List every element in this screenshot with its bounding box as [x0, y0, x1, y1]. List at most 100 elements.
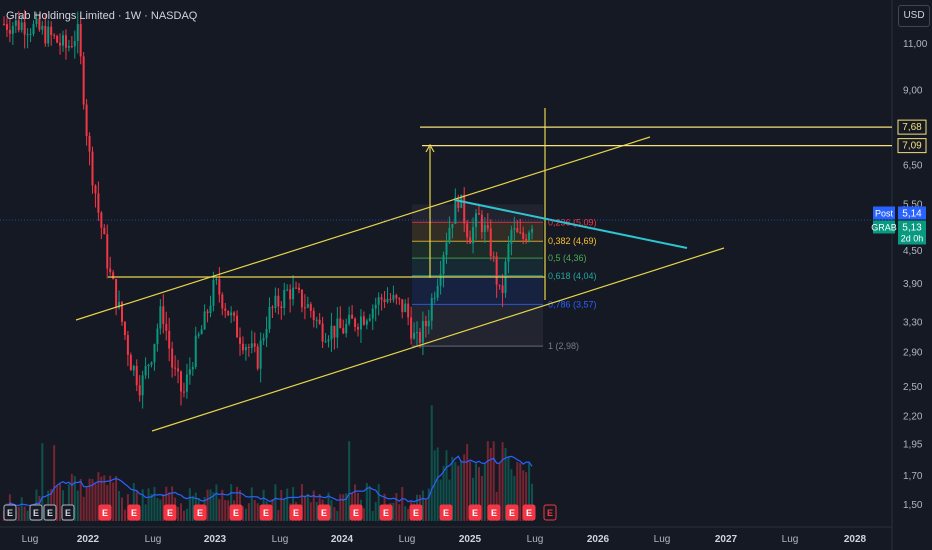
candle-body	[85, 104, 88, 136]
earnings-marker	[468, 504, 482, 521]
candle-body	[451, 223, 454, 228]
candle-body	[321, 323, 324, 342]
volume-bar	[368, 486, 371, 521]
earnings-marker-label: E	[353, 508, 359, 518]
fib-level-label: 0,618 (4,04)	[548, 271, 597, 281]
volume-bar	[53, 445, 56, 521]
candle-body	[410, 317, 413, 339]
volume-bar	[115, 475, 118, 521]
volume-bar	[306, 493, 309, 521]
candle-body	[483, 225, 486, 232]
earnings-marker	[43, 504, 57, 521]
volume-bar	[109, 475, 112, 521]
volume-bar	[177, 506, 180, 521]
level-tag-label: 7,09	[902, 141, 922, 152]
volume-bar	[336, 510, 339, 521]
volume-bar	[256, 503, 259, 521]
candle-body	[100, 212, 103, 228]
y-tick-label: 2,20	[903, 411, 923, 422]
volume-bar	[504, 447, 507, 521]
volume-bar	[492, 441, 495, 521]
candle-body	[5, 24, 8, 30]
earnings-marker	[61, 504, 75, 521]
volume-bar	[218, 499, 221, 521]
volume-bar	[466, 443, 469, 521]
volume-bar	[498, 462, 501, 521]
currency-button[interactable]: USD	[898, 5, 930, 27]
candle-body	[53, 35, 56, 37]
volume-bar	[156, 498, 159, 521]
earnings-marker	[127, 504, 141, 521]
volume-bar	[123, 509, 126, 521]
candle-body	[121, 301, 123, 322]
candle-body	[365, 320, 368, 325]
volume-bar	[445, 450, 448, 521]
candle-body	[407, 303, 410, 318]
candle-body	[289, 289, 292, 300]
earnings-marker-label: E	[7, 508, 13, 518]
earnings-marker-label: E	[233, 508, 239, 518]
candle-body	[67, 46, 70, 48]
candle-body	[3, 23, 5, 25]
volume-bar	[230, 484, 233, 521]
candle-body	[180, 371, 182, 392]
volume-bar	[519, 463, 522, 521]
candle-body	[118, 301, 121, 308]
candle-body	[280, 306, 283, 308]
x-tick-label: 2022	[77, 534, 100, 545]
volume-bar	[162, 494, 165, 521]
earnings-marker	[522, 504, 536, 521]
volume-bar	[253, 499, 256, 521]
candle-body	[126, 335, 129, 355]
chart-title: Grab Holdings Limited · 1W · NASDAQ	[6, 10, 198, 22]
candle-body	[109, 268, 112, 273]
fib-level-label: 0,236 (5,09)	[548, 217, 597, 227]
candle-body	[138, 385, 141, 396]
volume-bar	[244, 508, 247, 521]
candle-body	[135, 366, 138, 386]
volume-bar	[516, 461, 519, 521]
candle-body	[70, 46, 73, 48]
candle-body	[239, 337, 241, 344]
earnings-marker	[317, 504, 331, 521]
grab-tag-name: GRAB	[871, 222, 897, 232]
volume-bar	[106, 484, 109, 521]
candle-body	[333, 325, 336, 338]
volume-bar	[312, 490, 315, 521]
volume-bar	[88, 478, 91, 521]
candle-body	[424, 320, 427, 327]
candle-body	[351, 314, 354, 319]
earnings-marker-label: E	[293, 508, 299, 518]
fib-zone	[412, 222, 543, 242]
candle-body	[309, 304, 312, 311]
candle-body	[510, 229, 513, 244]
grab-tag-value: 5,13	[902, 222, 922, 233]
earnings-marker-label: E	[443, 508, 449, 518]
candle-body	[427, 320, 430, 327]
candle-body	[374, 304, 377, 309]
y-tick-label: 1,70	[903, 471, 923, 482]
candle-body	[362, 316, 365, 325]
earnings-marker-label: E	[197, 508, 203, 518]
candle-body	[477, 213, 480, 215]
volume-bar	[280, 489, 283, 521]
volume-bar	[522, 470, 525, 521]
candle-body	[498, 284, 501, 286]
candle-body	[212, 279, 215, 306]
volume-bar	[103, 475, 106, 521]
candle-body	[475, 213, 477, 228]
candle-body	[359, 316, 362, 330]
candle-body	[442, 254, 445, 274]
earnings-marker-label: E	[102, 508, 108, 518]
candle-body	[8, 29, 11, 34]
candle-body	[271, 307, 274, 309]
volume-bar	[421, 490, 424, 521]
x-tick-label: 2023	[204, 534, 227, 545]
volume-bar	[401, 487, 404, 521]
volume-bar	[303, 495, 306, 521]
y-tick-label: 11,00	[903, 39, 928, 50]
grab-tag-value-box	[898, 220, 926, 245]
volume-bar	[300, 484, 303, 521]
earnings-marker-label: E	[547, 508, 553, 518]
